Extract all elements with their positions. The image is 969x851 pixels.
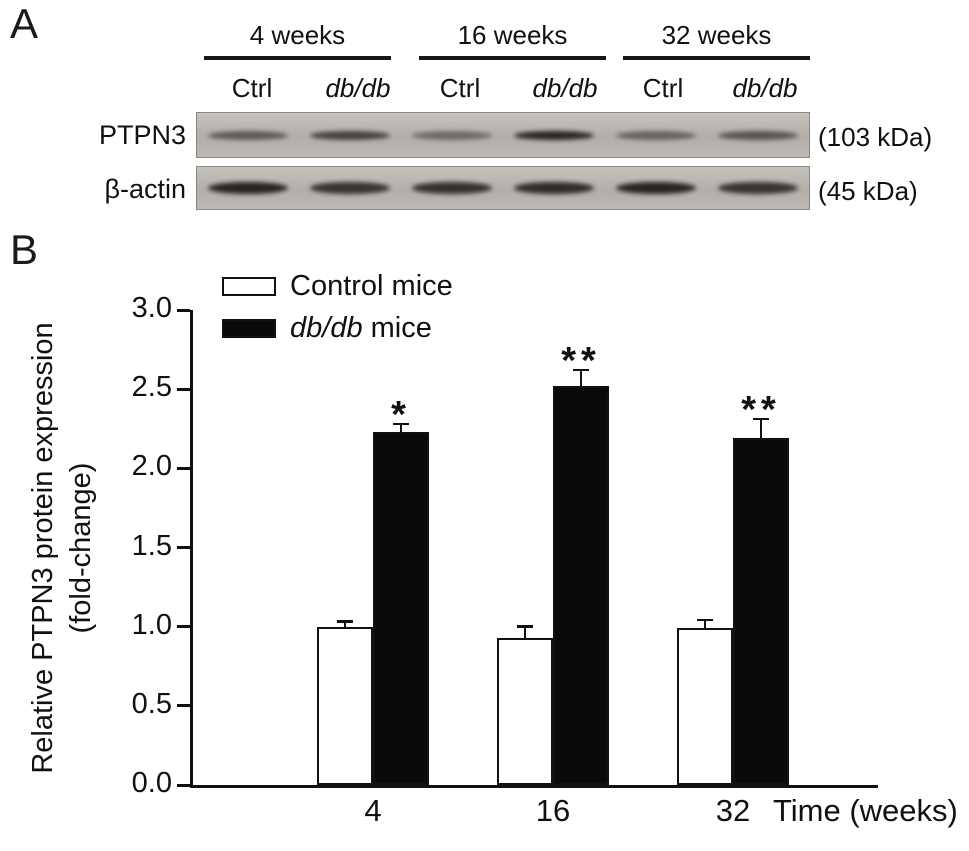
x-tick-labels: 4 16 32 xyxy=(193,793,878,835)
bar-control-32 xyxy=(677,628,733,785)
legend-label-control: Control mice xyxy=(290,270,453,303)
error-bar-line xyxy=(759,419,763,439)
error-bar-line xyxy=(703,620,707,629)
band-lane-5 xyxy=(718,130,798,140)
error-bar-line xyxy=(399,424,403,432)
y-tick-mark xyxy=(177,308,190,312)
band-lane-1 xyxy=(310,130,390,140)
blot-row-0 xyxy=(196,112,810,158)
error-bar-line xyxy=(343,621,347,627)
legend-label-control-text: Control mice xyxy=(290,270,453,302)
error-bar-cap xyxy=(517,625,533,628)
lane-label-dbdb-3: db/db xyxy=(732,73,798,103)
y-tick-label: 0.0 xyxy=(131,767,172,799)
x-tick-label: 32 xyxy=(715,793,751,828)
significance-marker: ** xyxy=(561,340,601,383)
y-tick-label: 2.5 xyxy=(131,371,172,404)
legend-item-dbdb: db/db mice xyxy=(222,312,453,345)
significance-marker: ** xyxy=(741,389,781,432)
y-tick-label: 3.0 xyxy=(131,292,172,324)
panel-b-letter: B xyxy=(10,226,39,273)
size-label-ptpn3: (103 kDa) xyxy=(818,122,933,152)
y-tick-label: 1.5 xyxy=(131,529,172,562)
bar-dbdb-4 xyxy=(373,431,429,785)
band-lane-3 xyxy=(514,130,594,140)
band-lane-5 xyxy=(718,182,798,194)
y-tick-mark xyxy=(177,704,190,708)
blot-row-1 xyxy=(196,166,810,210)
lane-label-dbdb-2: db/db xyxy=(532,73,598,103)
band-lane-0 xyxy=(208,182,288,194)
band-lane-2 xyxy=(412,182,492,194)
y-tick-label: 0.5 xyxy=(131,687,172,720)
error-bar-line xyxy=(579,370,583,386)
lane-label-dbdb-1: db/db xyxy=(325,73,391,103)
y-tick-labels: 0.0 0.5 1.0 1.5 2.0 2.5 3.0 xyxy=(0,292,172,799)
legend-label-dbdb: db/db mice xyxy=(290,312,432,345)
band-lane-4 xyxy=(616,182,696,194)
band-lane-0 xyxy=(208,130,288,140)
lane-label-ctrl-1: Ctrl xyxy=(231,73,273,103)
y-tick-mark xyxy=(177,387,190,391)
protein-label-beta-actin: β-actin xyxy=(104,174,186,204)
y-tick-label: 1.0 xyxy=(131,608,172,641)
y-tick-mark xyxy=(177,783,190,787)
group-header-4-weeks: 4 weeks xyxy=(204,20,391,60)
panel-a-letter: A xyxy=(10,0,39,47)
bar-dbdb-32 xyxy=(733,438,789,785)
error-bar-cap xyxy=(337,620,353,623)
legend-swatch-dbdb xyxy=(222,319,276,338)
bar-control-16 xyxy=(497,637,553,785)
y-tick-mark xyxy=(177,625,190,629)
group-header-32-weeks: 32 weeks xyxy=(623,20,810,60)
error-bar-cap xyxy=(753,417,769,421)
bar-dbdb-16 xyxy=(553,386,609,785)
y-tick-mark xyxy=(177,466,190,470)
x-axis-title: Time (weeks) xyxy=(773,793,958,828)
y-tick-mark xyxy=(177,546,190,549)
legend-label-dbdb-text: mice xyxy=(362,312,432,344)
x-tick-label: 4 xyxy=(364,793,382,828)
bar-control-4 xyxy=(317,626,373,785)
band-lane-2 xyxy=(412,130,492,140)
error-bar-cap xyxy=(573,368,589,372)
band-lane-3 xyxy=(514,182,594,194)
lane-label-ctrl-3: Ctrl xyxy=(642,73,684,103)
significance-marker: * xyxy=(391,394,411,436)
legend-item-control: Control mice xyxy=(222,270,453,303)
legend: Control mice db/db mice xyxy=(222,270,453,354)
protein-label-ptpn3: PTPN3 xyxy=(98,120,186,150)
legend-swatch-control xyxy=(222,277,276,296)
size-label-beta-actin: (45 kDa) xyxy=(818,176,918,206)
error-bar-line xyxy=(523,626,527,638)
group-header-16-weeks: 16 weeks xyxy=(419,20,606,60)
x-tick-label: 16 xyxy=(535,793,571,828)
error-bar-cap xyxy=(393,422,409,425)
band-lane-1 xyxy=(310,182,390,194)
lane-label-ctrl-2: Ctrl xyxy=(439,73,481,103)
error-bar-cap xyxy=(697,618,713,622)
y-tick-label: 2.0 xyxy=(131,450,172,483)
plot-area: * ** ** xyxy=(177,308,878,788)
legend-label-dbdb-italic: db/db xyxy=(290,312,363,344)
band-lane-4 xyxy=(616,130,696,140)
